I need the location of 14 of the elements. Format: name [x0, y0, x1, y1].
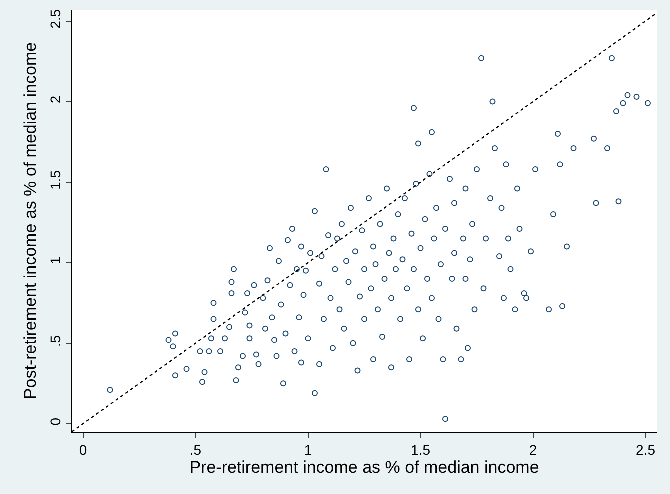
x-tick-label: 1.5 [411, 442, 431, 458]
y-axis-title: Post-retirement income as % of median income [20, 42, 40, 400]
y-tick-label: 0 [47, 418, 64, 426]
y-tick-label: 1 [47, 256, 64, 265]
y-tick-label: 2 [47, 96, 64, 104]
x-tick-label: 0 [79, 442, 88, 458]
x-tick-label: 1 [304, 442, 312, 458]
x-tick-label: 2 [529, 442, 538, 458]
y-tick-label: .5 [47, 335, 64, 348]
x-axis-title: Pre-retirement income as % of median income [190, 458, 540, 477]
x-tick-label: 2.5 [636, 442, 656, 458]
x-tick-label: .5 [190, 442, 202, 458]
y-tick-label: 2.5 [47, 9, 64, 29]
y-tick-label: 1.5 [47, 170, 64, 190]
